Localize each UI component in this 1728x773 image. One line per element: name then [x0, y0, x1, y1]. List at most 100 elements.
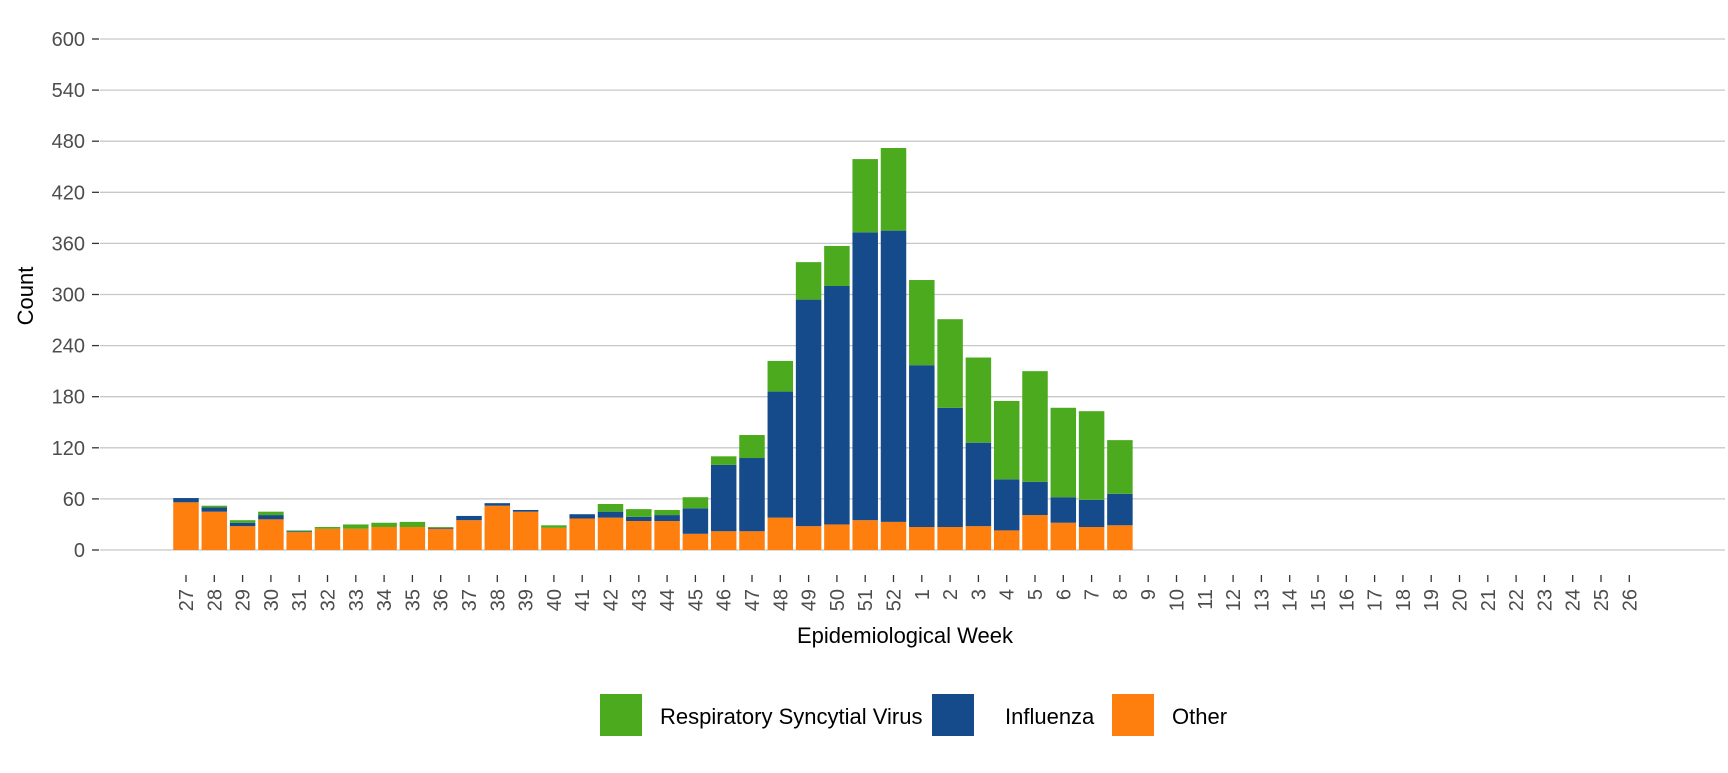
bar-segment: [739, 458, 765, 532]
x-tick-label: 37: [459, 589, 481, 611]
x-tick-label: 20: [1450, 589, 1472, 611]
x-tick-label: 33: [346, 589, 368, 611]
x-tick-label: 23: [1534, 589, 1556, 611]
x-tick-label: 41: [572, 589, 594, 611]
x-tick-label: 32: [318, 589, 340, 611]
bar-segment: [1050, 522, 1077, 550]
bar-segment: [626, 521, 652, 550]
x-tick-label: 4: [997, 589, 1019, 600]
x-tick-label: 40: [544, 589, 566, 611]
x-tick-label: 18: [1393, 589, 1415, 611]
y-tick-label: 0: [74, 540, 85, 562]
legend-label: Respiratory Syncytial Virus: [660, 704, 922, 729]
bar-segment: [541, 525, 567, 528]
y-tick-label: 480: [52, 131, 85, 153]
x-tick-label: 26: [1619, 589, 1641, 611]
bar-segment: [1050, 497, 1077, 523]
bar-segment: [852, 520, 878, 550]
bar-segment: [371, 522, 397, 528]
bar-segment: [597, 517, 624, 550]
y-axis-title: Count: [13, 267, 38, 326]
bar-segment: [710, 531, 737, 550]
bar-segment: [965, 442, 992, 527]
bar-segment: [909, 280, 935, 366]
bar-segment: [682, 497, 709, 509]
bar-segment: [343, 524, 369, 529]
bars: [173, 148, 1133, 550]
bar-segment: [880, 148, 907, 231]
x-tick-label: 50: [827, 589, 849, 611]
bar-segment: [767, 360, 794, 392]
x-tick-label: 12: [1223, 589, 1245, 611]
bar-segment: [484, 503, 511, 506]
x-tick-label: 24: [1563, 589, 1585, 611]
x-tick-label: 43: [629, 589, 651, 611]
bar-segment: [512, 511, 539, 550]
bar-segment: [824, 524, 850, 550]
bar-segment: [173, 502, 199, 550]
bar-segment: [314, 527, 341, 529]
bar-segment: [541, 527, 567, 550]
bar-segment: [399, 527, 426, 550]
bar-segment: [427, 527, 454, 529]
x-tick-label: 22: [1506, 589, 1528, 611]
bar-segment: [795, 526, 822, 550]
x-tick-label: 49: [799, 589, 821, 611]
bar-segment: [993, 479, 1020, 531]
x-tick-label: 30: [261, 589, 283, 611]
bar-segment: [597, 504, 624, 512]
y-tick-label: 540: [52, 80, 85, 102]
x-tick-label: 29: [233, 589, 255, 611]
bar-segment: [1022, 515, 1048, 550]
x-tick-label: 27: [176, 589, 198, 611]
x-tick-label: 25: [1591, 589, 1613, 611]
x-tick-label: 46: [714, 589, 736, 611]
x-tick-label: 3: [968, 589, 990, 600]
y-axis-ticks: 0 60 120 180 240 300 360 420 480 540 600: [52, 29, 99, 562]
x-tick-label: 2: [940, 589, 962, 600]
bar-segment: [909, 527, 935, 550]
bar-segment: [767, 391, 794, 518]
x-tick-label: 31: [289, 589, 311, 611]
bar-segment: [484, 505, 511, 550]
bar-segment: [1107, 493, 1133, 526]
x-tick-label: 21: [1478, 589, 1500, 611]
legend-swatch: [932, 694, 974, 736]
y-tick-label: 120: [52, 438, 85, 460]
bar-segment: [937, 407, 963, 528]
bar-segment: [880, 230, 907, 522]
bar-segment: [824, 285, 850, 525]
bar-segment: [258, 515, 284, 520]
bar-segment: [229, 522, 256, 527]
bar-segment: [427, 528, 454, 550]
x-axis-ticks: 27 28 29 30 31 32 33 34 35 36 37 38 39 40 41 42 43 44 45 46…: [176, 575, 1641, 611]
bar-segment: [343, 528, 369, 550]
bar-segment: [1078, 411, 1105, 500]
x-tick-label: 52: [884, 589, 906, 611]
bar-segment: [767, 517, 794, 550]
bar-segment: [1050, 407, 1077, 498]
bar-segment: [852, 232, 878, 521]
bar-segment: [626, 509, 652, 517]
x-tick-label: 11: [1195, 589, 1217, 610]
bar-segment: [626, 516, 652, 522]
y-tick-label: 180: [52, 387, 85, 409]
bar-segment: [371, 527, 397, 550]
bar-segment: [654, 521, 680, 550]
bar-segment: [654, 509, 680, 516]
y-tick-label: 240: [52, 336, 85, 358]
bar-segment: [1107, 440, 1133, 494]
x-tick-label: 38: [487, 589, 509, 611]
bar-segment: [1022, 481, 1048, 516]
y-tick-label: 360: [52, 233, 85, 255]
x-tick-label: 15: [1308, 589, 1330, 611]
bar-segment: [654, 515, 680, 522]
x-tick-label: 42: [601, 589, 623, 611]
legend: Respiratory Syncytial Virus Influenza Othe…: [600, 694, 1227, 736]
bar-segment: [569, 514, 595, 519]
x-tick-label: 47: [742, 589, 764, 611]
bar-segment: [399, 521, 426, 528]
bar-segment: [201, 505, 228, 508]
y-tick-label: 420: [52, 182, 85, 204]
y-tick-label: 300: [52, 285, 85, 307]
